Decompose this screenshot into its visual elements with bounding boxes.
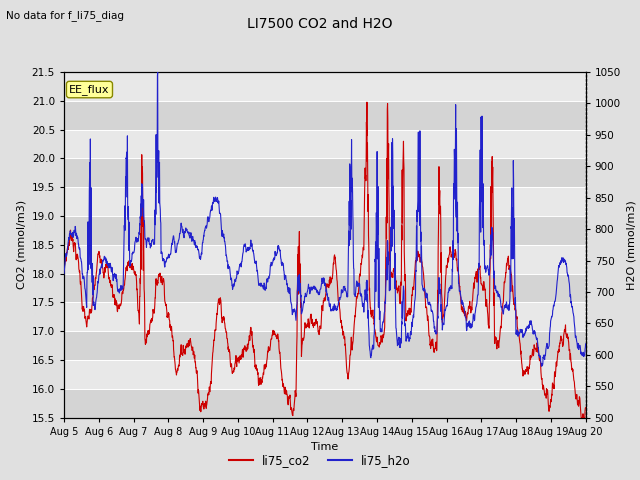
- Bar: [64, 302, 586, 331]
- li75_h2o: [471, 311, 479, 316]
- Text: LI7500 CO2 and H2O: LI7500 CO2 and H2O: [247, 17, 393, 31]
- li75_co2: [60, 270, 68, 276]
- li75_co2: [566, 351, 574, 357]
- Text: EE_flux: EE_flux: [69, 84, 109, 95]
- li75_h2o: [60, 271, 68, 277]
- Bar: [64, 331, 586, 360]
- Line: li75_h2o: li75_h2o: [64, 72, 586, 366]
- Bar: [64, 158, 586, 187]
- X-axis label: Time: Time: [311, 442, 339, 452]
- Bar: [64, 72, 586, 101]
- Y-axis label: CO2 (mmol/m3): CO2 (mmol/m3): [16, 200, 26, 289]
- li75_h2o: [300, 298, 308, 304]
- li75_h2o: [87, 244, 95, 250]
- Bar: [64, 360, 586, 389]
- Bar: [64, 216, 586, 245]
- li75_co2: [577, 415, 585, 420]
- Bar: [64, 245, 586, 274]
- li75_co2: [471, 274, 479, 280]
- li75_h2o: [314, 288, 322, 294]
- Text: No data for f_li75_diag: No data for f_li75_diag: [6, 10, 124, 21]
- Bar: [64, 187, 586, 216]
- Bar: [64, 274, 586, 302]
- li75_co2: [314, 324, 321, 330]
- li75_h2o: [567, 300, 575, 306]
- li75_h2o: [567, 295, 575, 300]
- li75_h2o: [538, 363, 546, 369]
- li75_co2: [363, 99, 371, 105]
- Bar: [64, 101, 586, 130]
- li75_h2o: [154, 69, 161, 75]
- Bar: [64, 389, 586, 418]
- li75_co2: [567, 355, 575, 360]
- li75_co2: [87, 309, 95, 314]
- li75_co2: [300, 336, 308, 341]
- li75_co2: [582, 405, 589, 410]
- li75_h2o: [582, 341, 589, 347]
- Y-axis label: H2O (mmol/m3): H2O (mmol/m3): [627, 200, 636, 289]
- Bar: [64, 130, 586, 158]
- Line: li75_co2: li75_co2: [64, 102, 586, 418]
- Legend: li75_co2, li75_h2o: li75_co2, li75_h2o: [224, 449, 416, 472]
